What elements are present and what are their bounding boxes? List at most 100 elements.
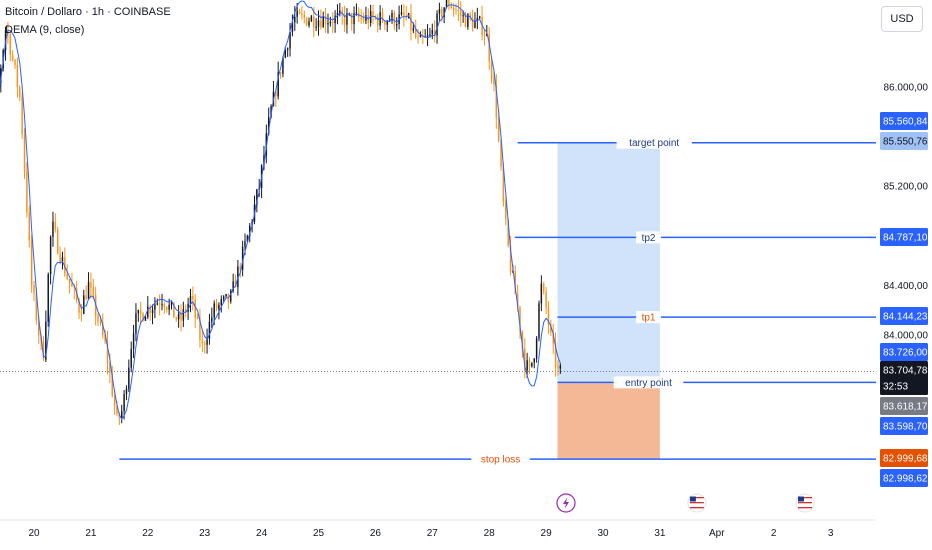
candle-body (476, 17, 479, 21)
candle (125, 385, 128, 401)
candle (545, 286, 547, 314)
candle (524, 338, 526, 379)
candle (505, 196, 507, 226)
candle-body (123, 394, 125, 412)
candle-body (313, 16, 315, 28)
candle (398, 5, 400, 30)
candle-body (471, 18, 474, 29)
candle-body (54, 221, 57, 230)
candle-body (386, 20, 388, 25)
lightning-icon[interactable] (556, 493, 576, 513)
candle-body (542, 283, 545, 292)
level-entry-point[interactable]: entry point (557, 376, 876, 389)
candle-body (206, 338, 208, 345)
price-badge-bg (880, 397, 928, 415)
time-tick-label: 24 (256, 528, 268, 539)
candle (227, 293, 230, 310)
candle-body (334, 15, 336, 24)
level-target-point[interactable]: target point (517, 136, 876, 150)
candle (322, 11, 324, 28)
us-flag-icon[interactable] (687, 493, 707, 513)
candle-body (130, 348, 132, 368)
candle (386, 19, 388, 32)
candle-body (92, 287, 95, 295)
candle-body (156, 303, 159, 305)
candle (277, 61, 279, 100)
candle-body (180, 313, 182, 321)
candle-body (182, 309, 185, 321)
candle-body (429, 34, 431, 36)
candle-body (550, 324, 552, 332)
candle-body (320, 20, 322, 28)
candle-body (144, 317, 147, 321)
candle (80, 303, 83, 322)
candle (391, 9, 393, 24)
candle (11, 50, 14, 62)
candle (535, 336, 538, 363)
candle-body (509, 245, 512, 272)
candle-body (291, 22, 294, 33)
price-badge-text: 83.618,17 (883, 402, 928, 413)
currency-button[interactable]: USD (881, 6, 923, 32)
candle (483, 29, 486, 46)
level-stop-loss[interactable]: stop loss (119, 453, 876, 466)
candle-body (35, 293, 38, 321)
candle (144, 316, 147, 321)
candle (199, 308, 201, 348)
candle-body (275, 91, 277, 97)
candle-body (436, 13, 438, 36)
us-flag-icon[interactable] (795, 493, 815, 513)
candle (194, 293, 196, 329)
candle (47, 272, 49, 327)
price-badge-last: 83.704,78 (880, 361, 928, 379)
level-tp1[interactable]: tp1 (557, 311, 876, 324)
level-label-bg (616, 136, 692, 149)
candle-body (474, 20, 476, 29)
price-badge-text: 82.999,68 (883, 454, 928, 465)
candle-body (19, 87, 21, 97)
flag-canton (797, 496, 804, 502)
candle-body (514, 271, 517, 295)
candle-body (308, 21, 310, 26)
candle (476, 7, 479, 30)
candle (28, 205, 30, 248)
candle (163, 301, 166, 314)
candle-body (158, 303, 161, 305)
candle (120, 404, 123, 424)
level-tp2[interactable]: tp2 (514, 231, 876, 244)
lightning-glyph (563, 497, 570, 509)
candle (308, 17, 310, 28)
candle (317, 10, 320, 36)
price-badge-text: 83.598,70 (883, 422, 928, 433)
candle (177, 305, 180, 328)
level-label: stop loss (481, 455, 520, 466)
candle-body (208, 321, 211, 339)
price-badge-bg (880, 132, 928, 150)
candle-body (42, 340, 45, 360)
candle-body (384, 21, 386, 25)
candle (400, 4, 403, 16)
level-label: target point (629, 138, 679, 149)
candle-body (85, 295, 87, 300)
candle-body (199, 318, 201, 340)
candle (211, 307, 213, 329)
candle-body (540, 283, 543, 304)
candle-body (464, 15, 467, 28)
candle-body (16, 65, 19, 88)
candle (540, 275, 543, 311)
candle-body (483, 35, 486, 37)
candle-body (554, 343, 557, 367)
candle (457, 0, 460, 22)
candle-body (21, 96, 23, 135)
candle-body (350, 13, 353, 25)
candle-body (142, 313, 144, 321)
candle-body (336, 13, 339, 16)
time-tick-label: 25 (313, 528, 325, 539)
price-badge-level: 83.598,70 (880, 417, 928, 435)
candle-body (519, 306, 521, 332)
candle (85, 285, 87, 301)
candle-body (30, 240, 33, 286)
candle-body (507, 219, 509, 246)
time-tick-label: 27 (427, 528, 439, 539)
